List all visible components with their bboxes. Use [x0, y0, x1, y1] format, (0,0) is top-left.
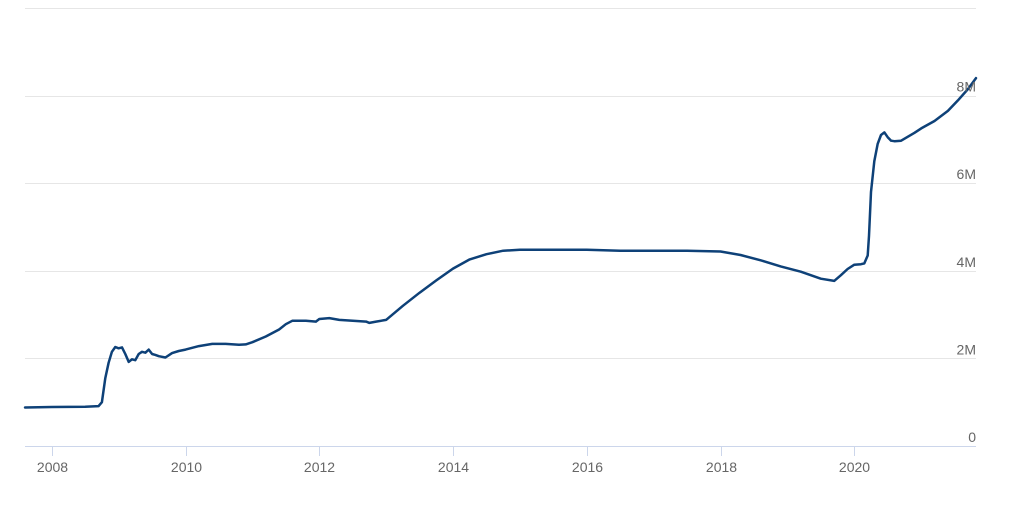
series-line[interactable]	[23, 76, 978, 409]
y-tick-label: 6M	[957, 166, 976, 182]
y-tick-label: 8M	[957, 79, 976, 95]
x-tick-label: 2008	[37, 459, 68, 475]
grid-layer	[25, 8, 976, 359]
x-tick-label: 2012	[304, 459, 335, 475]
x-tick-label: 2010	[171, 459, 202, 475]
tick-label-layer: 2008 2010 2012 2014 2016 2018 2020 0 2M 4M 6M 8M	[37, 79, 976, 475]
axis-layer	[25, 446, 976, 456]
x-tick-label: 2020	[839, 459, 870, 475]
y-tick-label: 0	[968, 429, 976, 445]
y-tick-label: 2M	[957, 341, 976, 357]
series-layer	[23, 76, 978, 409]
x-tick-label: 2014	[438, 459, 469, 475]
x-tick-label: 2018	[706, 459, 737, 475]
y-tick-label: 4M	[957, 254, 976, 270]
x-tick-label: 2016	[572, 459, 603, 475]
